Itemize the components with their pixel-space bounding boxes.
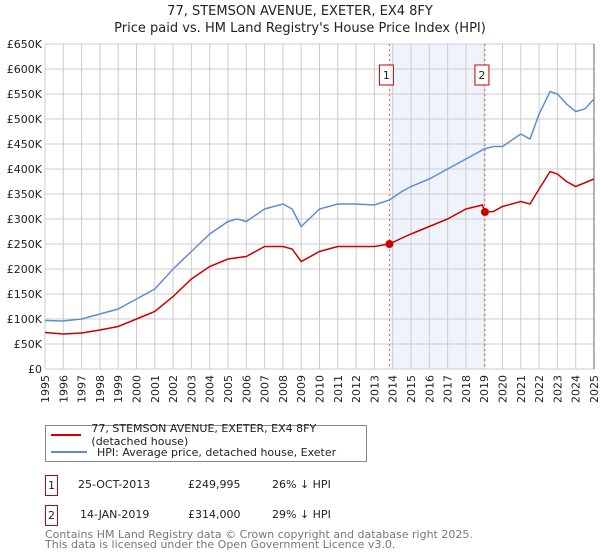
series-line: [44, 170, 595, 335]
x-tick-label: 2016: [423, 375, 436, 403]
y-tick-label: £150K: [7, 288, 43, 301]
x-tick-label: 2023: [551, 375, 564, 403]
sale-label: 1: [383, 69, 390, 82]
x-tick-label: 2009: [295, 375, 308, 403]
x-tick-label: 2019: [478, 375, 491, 403]
x-tick-label: 2000: [131, 375, 144, 403]
y-tick-label: £350K: [7, 188, 43, 201]
y-tick-label: £400K: [7, 163, 43, 176]
y-tick-label: £50K: [14, 338, 43, 351]
x-tick-label: 2014: [387, 375, 400, 403]
y-tick-label: £550K: [7, 88, 43, 101]
sale-date: 25-OCT-2013: [78, 478, 151, 491]
table-row: 1 25-OCT-2013 £249,995 26% ↓ HPI: [45, 475, 445, 496]
footer: Contains HM Land Registry data © Crown c…: [45, 528, 473, 551]
sale-price: £249,995: [188, 478, 241, 491]
x-tick-label: 2004: [204, 375, 217, 403]
sale-price: £314,000: [188, 508, 241, 521]
sale-point: [480, 208, 489, 216]
x-tick-label: 2013: [368, 375, 381, 403]
x-tick-label: 2002: [167, 375, 180, 403]
x-tick-label: 2006: [240, 375, 253, 403]
y-tick-label: £250K: [7, 238, 43, 251]
sale-date: 14-JAN-2019: [80, 508, 150, 521]
sale-hpi-diff: 26% ↓ HPI: [272, 478, 331, 491]
sale-period-shading: [389, 44, 485, 369]
x-tick-label: 2022: [533, 375, 546, 403]
legend-label: HPI: Average price, detached house, Exet…: [97, 445, 337, 459]
x-tick-label: 1995: [39, 375, 52, 403]
legend-item-hpi: HPI: Average price, detached house, Exet…: [51, 444, 336, 460]
series-line: [44, 90, 595, 322]
x-tick-label: 2008: [277, 375, 290, 403]
legend: 77, STEMSON AVENUE, EXETER, EX4 8FY (det…: [45, 422, 367, 462]
x-tick-label: 2012: [350, 375, 363, 403]
x-tick-label: 2010: [314, 375, 327, 403]
x-tick-label: 2003: [185, 375, 198, 403]
y-tick-label: £100K: [7, 313, 43, 326]
x-tick-label: 1999: [112, 375, 125, 403]
y-tick-label: £650K: [7, 38, 43, 51]
x-tick-label: 2020: [497, 375, 510, 403]
sale-badge: 2: [45, 505, 58, 526]
chart-subtitle: Price paid vs. HM Land Registry's House …: [114, 21, 486, 36]
y-tick-label: £0: [28, 363, 42, 376]
y-tick-label: £200K: [7, 263, 43, 276]
x-tick-label: 2007: [259, 375, 272, 403]
x-tick-label: 2011: [332, 375, 345, 403]
sale-label-box: [378, 64, 394, 86]
sale-badge: 1: [45, 475, 58, 496]
sale-label: 2: [478, 69, 485, 82]
legend-swatch: [51, 434, 82, 436]
legend-label: 77, STEMSON AVENUE, EXETER, EX4 8FY (det…: [91, 422, 317, 448]
x-tick-label: 1998: [94, 375, 107, 403]
footer-line: This data is licensed under the Open Gov…: [45, 538, 396, 551]
footer-line: Contains HM Land Registry data © Crown c…: [45, 528, 473, 541]
x-tick-label: 2024: [570, 375, 583, 403]
x-tick-label: 2017: [442, 375, 455, 403]
sale-point: [385, 240, 394, 249]
x-tick-label: 1996: [57, 375, 70, 403]
sale-label-box: [474, 64, 490, 86]
x-tick-label: 2005: [222, 375, 235, 403]
y-tick-label: £300K: [7, 213, 43, 226]
y-tick-label: £600K: [7, 63, 43, 76]
x-tick-label: 2001: [149, 375, 162, 403]
legend-item-property: 77, STEMSON AVENUE, EXETER, EX4 8FY (det…: [51, 422, 366, 448]
price-chart: 1995 1996 1997 1998 1999 2000 2001 2002 2003 2004…: [7, 38, 600, 403]
x-tick-label: 2015: [405, 375, 418, 403]
x-tick-label: 2021: [515, 375, 528, 403]
legend-swatch: [51, 451, 87, 453]
x-tick-label: 2025: [588, 375, 600, 403]
y-tick-label: £450K: [7, 138, 43, 151]
y-tick-label: £500K: [7, 113, 43, 126]
x-tick-label: 1997: [76, 375, 89, 403]
table-row: 2 14-JAN-2019 £314,000 29% ↓ HPI: [45, 505, 445, 526]
sale-hpi-diff: 29% ↓ HPI: [272, 508, 331, 521]
x-tick-label: 2018: [460, 375, 473, 403]
chart-title: 77, STEMSON AVENUE, EXETER, EX4 8FY: [167, 4, 433, 19]
